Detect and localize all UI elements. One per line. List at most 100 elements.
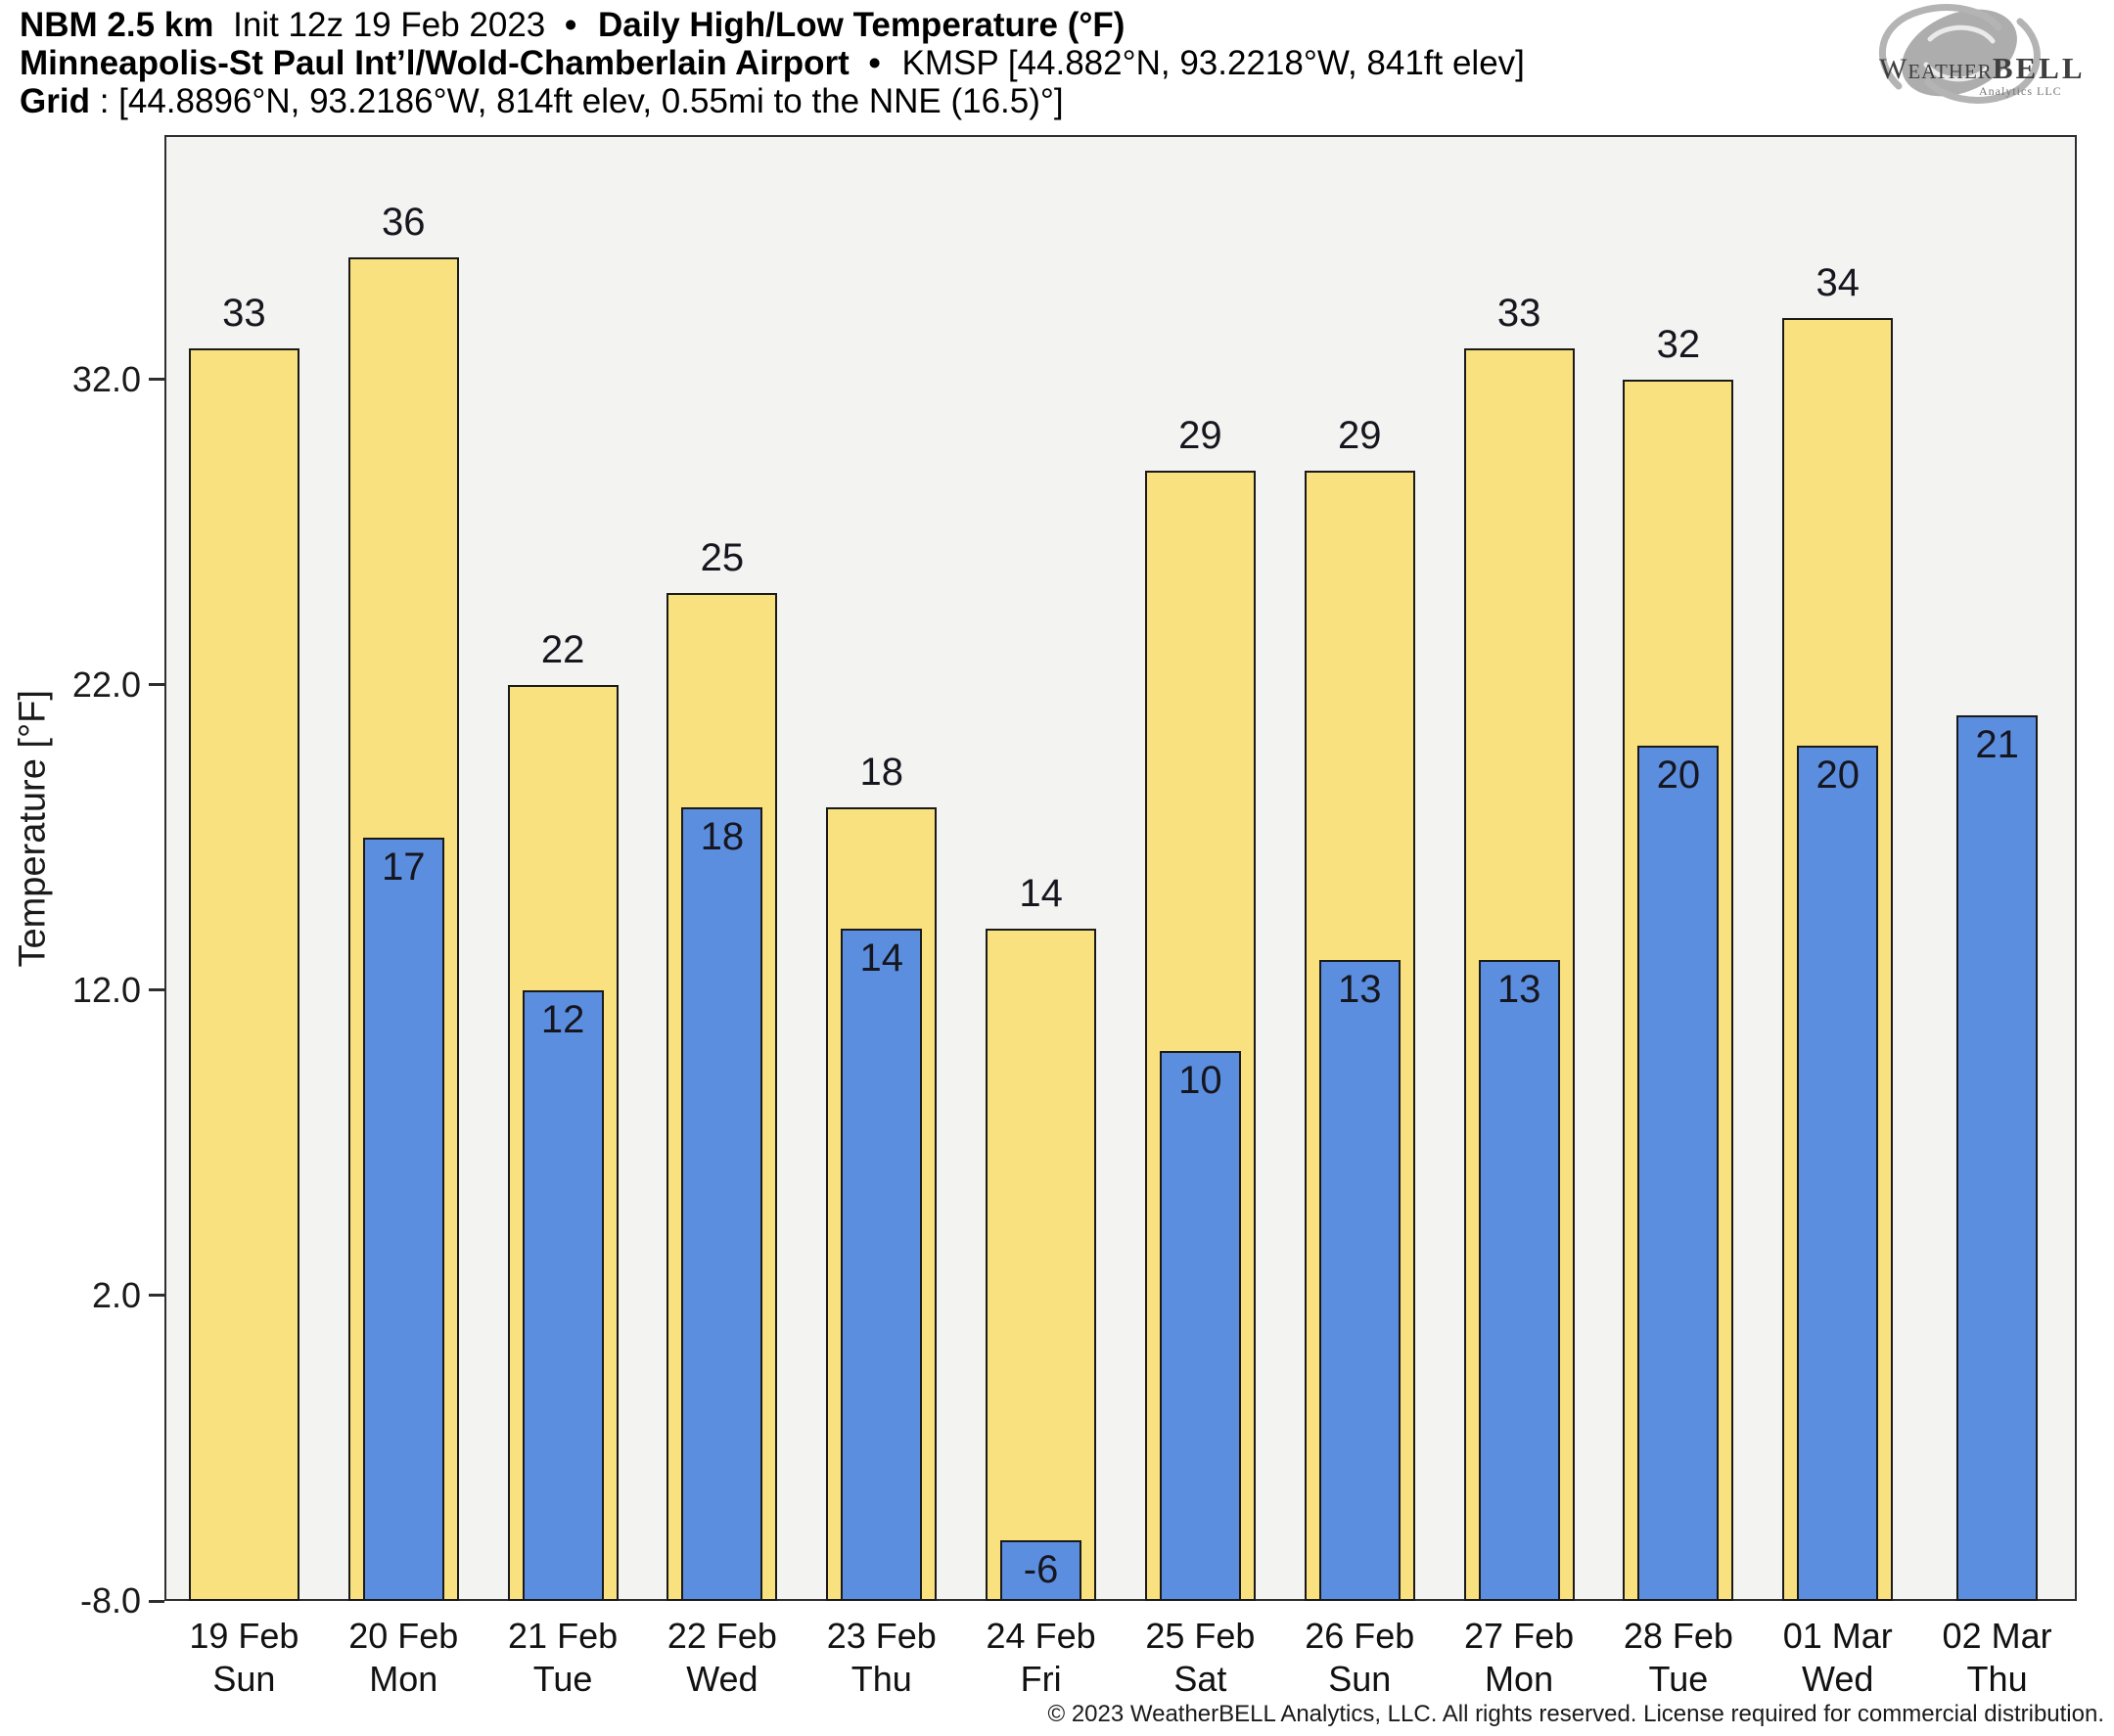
x-tick-weekday: Sun [212, 1659, 276, 1699]
y-tick-label: 2.0 [91, 1274, 141, 1315]
station-name: Minneapolis-St Paul Int’l/Wold-Chamberla… [20, 44, 850, 82]
grid-info: : [44.8896°N, 93.2186°W, 814ft elev, 0.5… [99, 82, 1064, 120]
low-temp-value: 20 [1656, 754, 1701, 798]
logo-word-weather: Weather [1879, 53, 1993, 85]
bullet-separator: • [565, 6, 577, 44]
x-tick-date: 25 Feb [1145, 1616, 1256, 1656]
low-temp-value: 21 [1975, 722, 2019, 766]
y-tick-mark [149, 378, 164, 382]
header-title-block: NBM 2.5 km Init 12z 19 Feb 2023 • Daily … [20, 6, 1525, 120]
high-temp-value: 33 [1496, 292, 1541, 336]
y-tick-mark [149, 1599, 164, 1603]
low-temp-bar [1956, 714, 2039, 1601]
high-temp-value: 36 [382, 200, 426, 244]
y-axis-title: Temperature [°F] [12, 690, 54, 968]
x-tick-weekday: Thu [850, 1659, 912, 1699]
station-info: KMSP [44.882°N, 93.2218°W, 841ft elev] [901, 44, 1525, 82]
x-tick-date: 19 Feb [189, 1616, 299, 1656]
x-tick-weekday: Sun [1328, 1659, 1392, 1699]
x-tick-label: 28 Feb Tue [1624, 1615, 1733, 1701]
x-tick-date: 27 Feb [1464, 1616, 1575, 1656]
low-temp-value: -6 [1023, 1547, 1059, 1591]
high-temp-value: 34 [1815, 261, 1861, 305]
low-temp-bar [1000, 1539, 1082, 1601]
low-temp-value: 10 [1178, 1059, 1222, 1103]
x-tick-weekday: Wed [686, 1659, 758, 1699]
x-tick-label: 25 Feb Sat [1145, 1615, 1255, 1701]
grid-label: Grid [20, 82, 90, 120]
plot-area [164, 135, 2077, 1601]
x-tick-label: 01 Mar Wed [1783, 1615, 1893, 1701]
y-tick-mark [149, 988, 164, 992]
bullet-separator: • [868, 44, 881, 82]
x-tick-date: 23 Feb [826, 1616, 937, 1656]
high-temp-value: 25 [700, 536, 745, 580]
logo-wordmark: WeatherBELL [1879, 51, 2094, 86]
low-temp-value: 13 [1338, 967, 1382, 1011]
high-temp-bar [188, 348, 299, 1601]
y-tick-mark [149, 683, 164, 687]
x-tick-date: 22 Feb [666, 1616, 777, 1656]
x-tick-label: 26 Feb Sun [1305, 1615, 1414, 1701]
low-temp-bar [1159, 1051, 1241, 1601]
x-tick-date: 24 Feb [986, 1616, 1096, 1656]
x-tick-weekday: Sat [1173, 1659, 1227, 1699]
x-tick-date: 28 Feb [1623, 1616, 1733, 1656]
x-tick-weekday: Mon [1485, 1659, 1554, 1699]
x-tick-label: 21 Feb Tue [508, 1615, 618, 1701]
x-tick-label: 22 Feb Wed [667, 1615, 777, 1701]
low-temp-value: 17 [382, 845, 426, 889]
logo-subtitle: Analytics LLC [1979, 84, 2062, 98]
product-name: Daily High/Low Temperature (°F) [598, 6, 1126, 44]
low-temp-bar [1797, 746, 1879, 1601]
high-temp-value: 29 [1338, 414, 1382, 458]
low-temp-bar [1637, 746, 1720, 1601]
logo-word-bell: BELL [1992, 51, 2086, 85]
y-tick-label: 22.0 [71, 663, 141, 705]
high-temp-bar [986, 929, 1097, 1601]
low-temp-bar [1478, 959, 1560, 1601]
high-temp-value: 14 [1019, 872, 1063, 916]
x-tick-label: 27 Feb Mon [1464, 1615, 1574, 1701]
x-tick-date: 26 Feb [1305, 1616, 1415, 1656]
low-temp-value: 14 [859, 937, 904, 981]
low-temp-bar [681, 806, 763, 1601]
x-tick-weekday: Fri [1020, 1659, 1062, 1699]
x-tick-label: 19 Feb Sun [189, 1615, 299, 1701]
low-temp-value: 20 [1815, 754, 1861, 798]
x-tick-label: 23 Feb Thu [827, 1615, 937, 1701]
high-temp-value: 22 [540, 627, 585, 671]
init-time: Init 12z 19 Feb 2023 [233, 6, 546, 44]
x-tick-weekday: Tue [532, 1659, 593, 1699]
low-temp-value: 18 [700, 814, 745, 858]
title-line-2: Minneapolis-St Paul Int’l/Wold-Chamberla… [20, 44, 1525, 82]
x-tick-weekday: Thu [1966, 1659, 2028, 1699]
y-tick-label: 12.0 [71, 969, 141, 1010]
y-tick-label: 32.0 [71, 358, 141, 399]
high-temp-value: 29 [1178, 414, 1222, 458]
low-temp-value: 13 [1496, 967, 1541, 1011]
weatherbell-logo: WeatherBELL Analytics LLC [1861, 0, 2106, 110]
low-temp-bar [1318, 959, 1401, 1601]
low-temp-value: 12 [540, 997, 585, 1041]
y-tick-label: -8.0 [79, 1580, 141, 1621]
x-tick-date: 02 Mar [1942, 1616, 2052, 1656]
x-tick-label: 02 Mar Thu [1943, 1615, 2052, 1701]
x-tick-weekday: Tue [1648, 1659, 1709, 1699]
x-tick-date: 01 Mar [1782, 1616, 1893, 1656]
copyright-notice: © 2023 WeatherBELL Analytics, LLC. All r… [1047, 1701, 2104, 1727]
x-tick-date: 21 Feb [508, 1616, 619, 1656]
y-tick-mark [149, 1294, 164, 1298]
x-tick-label: 24 Feb Fri [987, 1615, 1096, 1701]
x-tick-date: 20 Feb [348, 1616, 459, 1656]
low-temp-bar [522, 989, 604, 1601]
high-temp-value: 33 [222, 292, 266, 336]
x-tick-label: 20 Feb Mon [348, 1615, 458, 1701]
title-line-1: NBM 2.5 km Init 12z 19 Feb 2023 • Daily … [20, 6, 1525, 44]
model-name: NBM 2.5 km [20, 6, 214, 44]
x-tick-weekday: Wed [1802, 1659, 1874, 1699]
x-tick-weekday: Mon [369, 1659, 438, 1699]
title-line-3: Grid : [44.8896°N, 93.2186°W, 814ft elev… [20, 82, 1525, 120]
high-temp-value: 32 [1656, 322, 1701, 366]
